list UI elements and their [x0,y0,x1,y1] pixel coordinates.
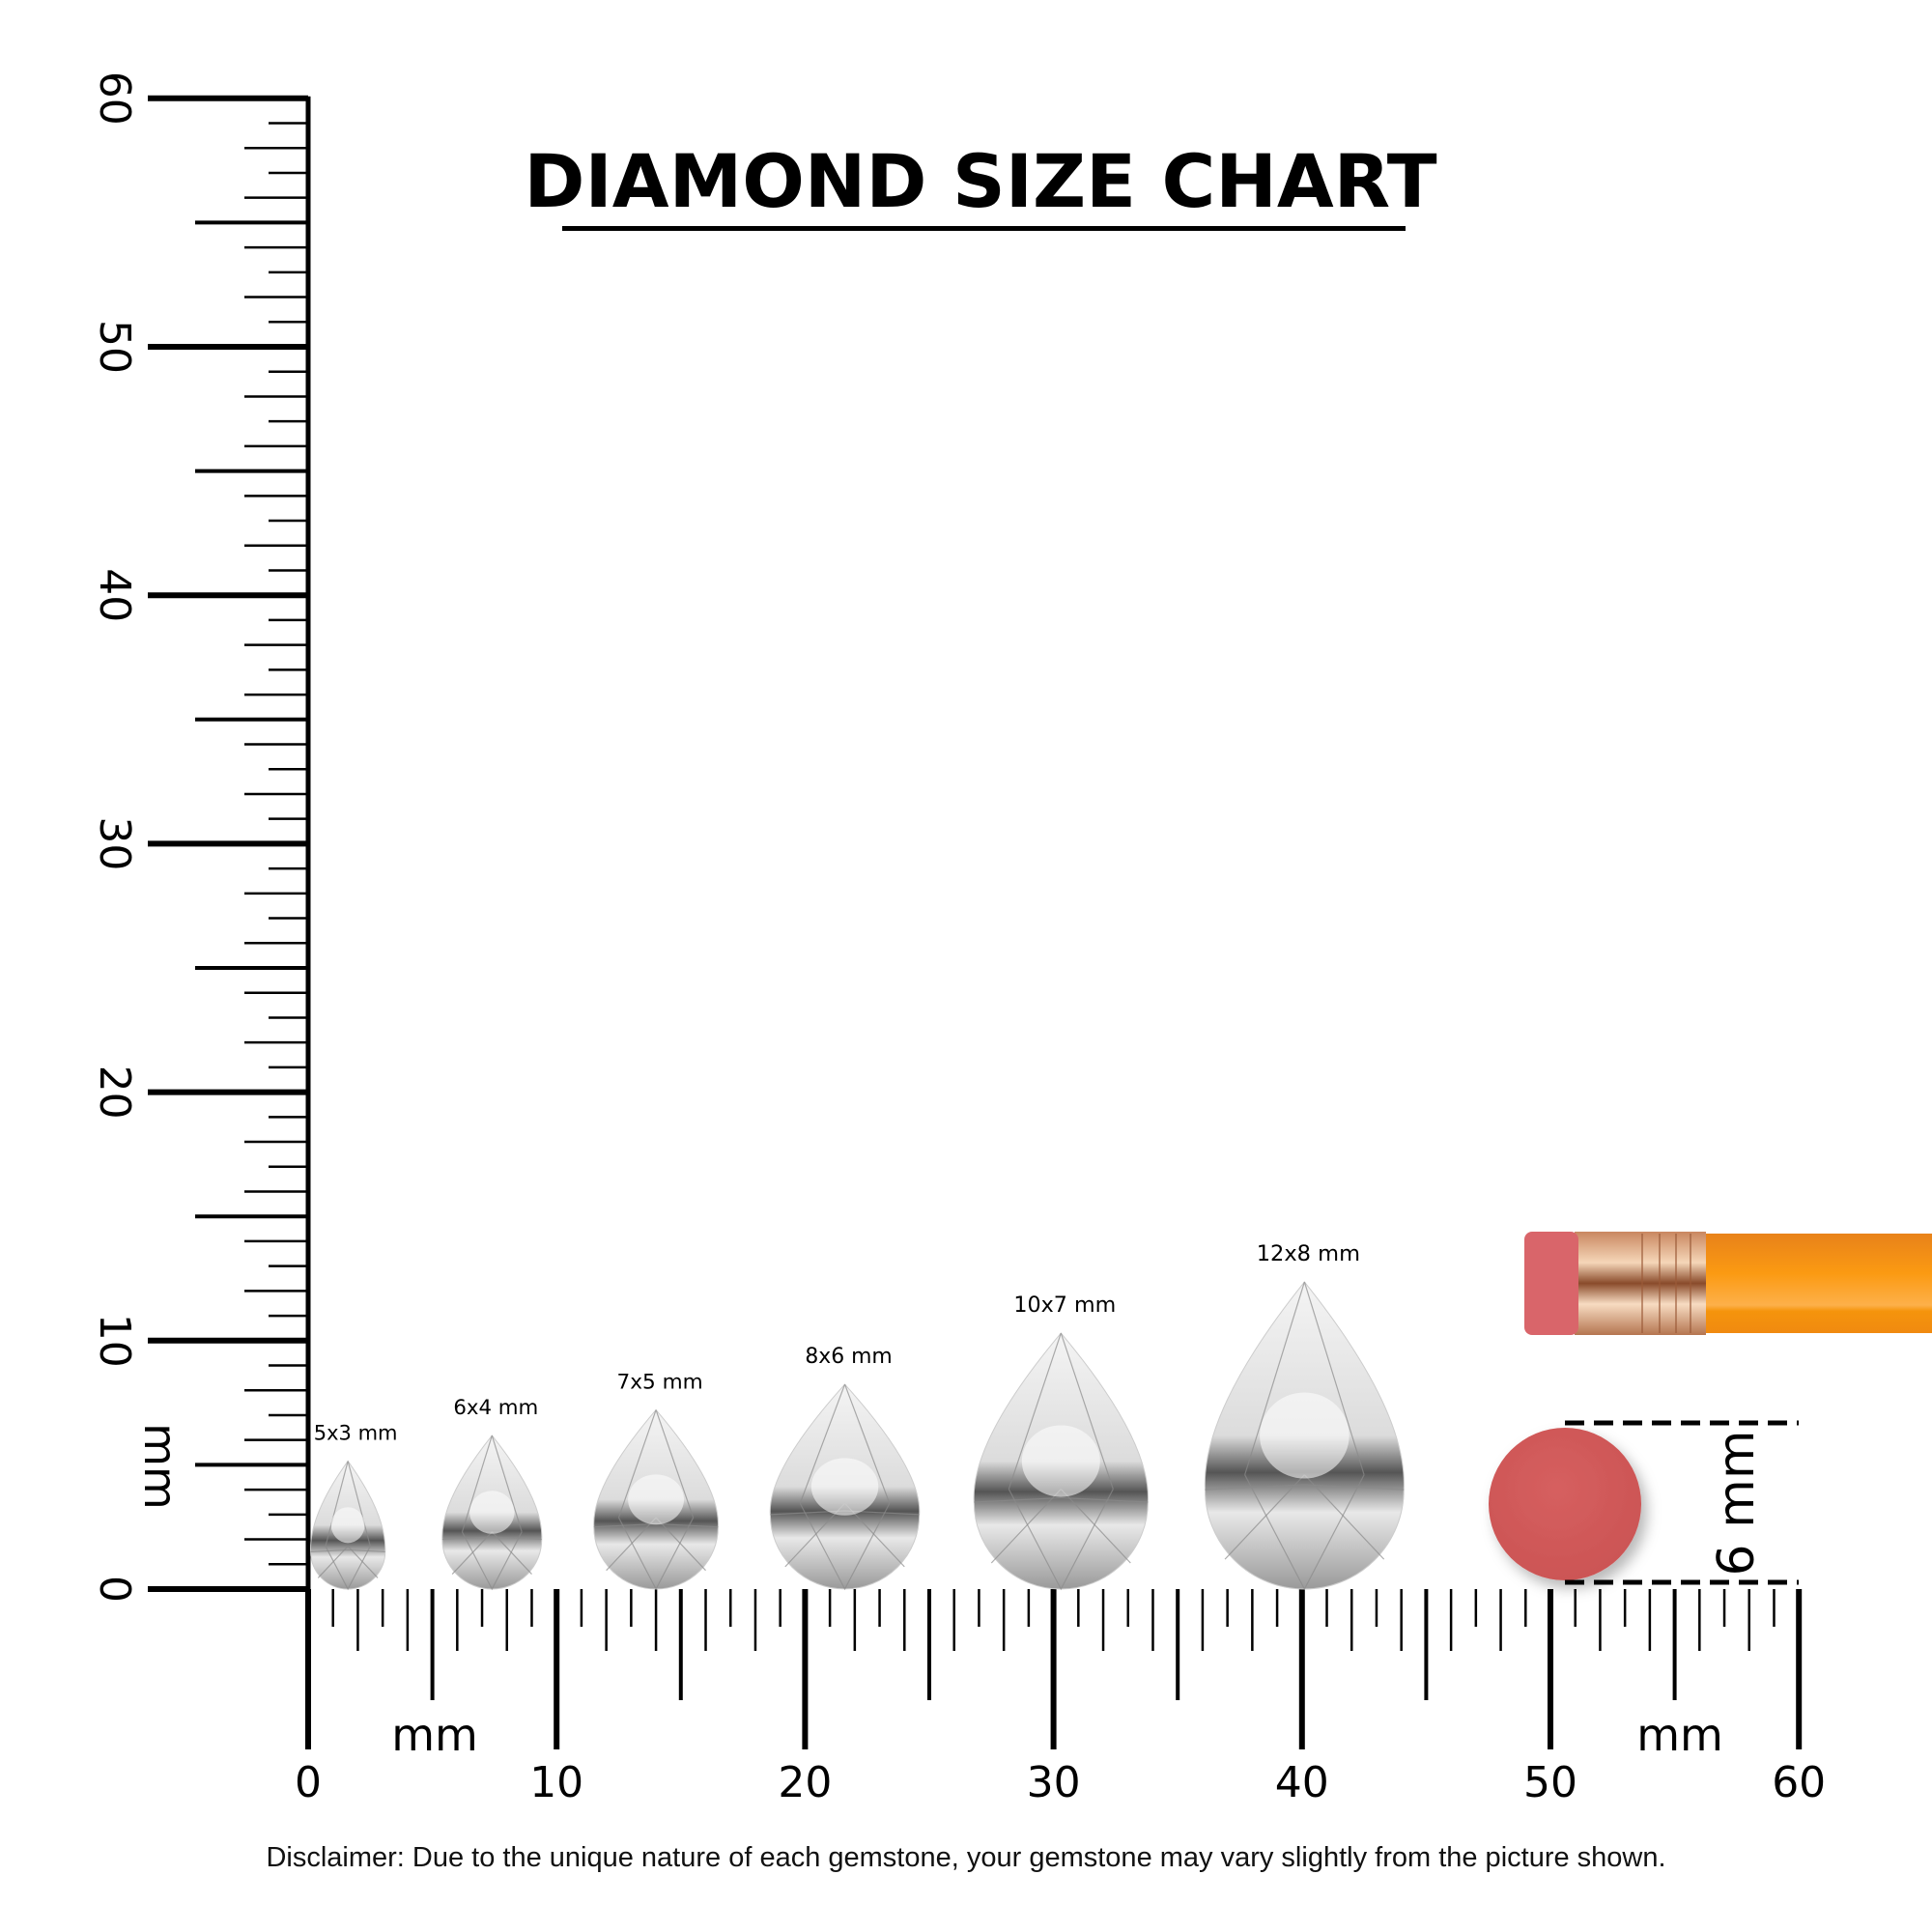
diamond-facet [617,1409,695,1519]
diamond-table-highlight [1021,1425,1100,1497]
diamond-10x7-mm: 10x7 mm [973,1293,1149,1591]
horizontal-tick-label: 60 [1772,1758,1826,1807]
reference-size-label: 6 mm [1708,1431,1766,1577]
diamond-facet [974,1496,1149,1503]
diamond-table-highlight [810,1458,879,1516]
horizontal-unit-label: mm [391,1709,478,1761]
title-underline [562,226,1406,231]
vertical-ruler: 0 10 20 30 40 50 60 [90,71,311,1603]
vertical-tick-label: 40 [90,568,139,622]
diamond-facet [606,1517,706,1572]
diamond-7x5-mm: 7x5 mm [593,1371,719,1591]
diamond-facet [1244,1474,1365,1591]
horizontal-tick-label: 30 [1027,1758,1081,1807]
vertical-tick-label: 20 [90,1065,139,1120]
diamond-facet [990,1489,1131,1564]
pencil-image [1524,1232,1932,1335]
disclaimer-text: Disclaimer: Due to the unique nature of … [266,1842,1665,1873]
vertical-tick-label: 10 [90,1314,139,1368]
pencil-ferrule [1575,1232,1706,1335]
diamond-facet [461,1531,523,1591]
diamond-facet [1008,1489,1114,1591]
diamond-table-highlight [469,1491,515,1534]
vertical-tick-label: 0 [90,1576,139,1603]
diamond-facet [451,1531,532,1575]
pencil-eraser [1524,1232,1578,1335]
diamond-8x6-mm: 8x6 mm [769,1345,921,1591]
diamond-facet [799,1502,891,1591]
page-title: DIAMOND SIZE CHART [524,138,1436,224]
diamond-6x4-mm: 6x4 mm [441,1396,543,1591]
diamond-5x3-mm: 5x3 mm [310,1422,398,1591]
diamond-facet [617,1517,695,1591]
horizontal-tick-label: 40 [1275,1758,1329,1807]
vertical-tick-label: 50 [90,320,139,374]
diamond-facet [317,1546,379,1578]
horizontal-tick-label: 0 [295,1758,322,1807]
diamond-size-label: 5x3 mm [314,1422,398,1445]
vertical-unit-label: mm [134,1423,186,1510]
diamond-row: 5x3 mm 6x4 mm 7x5 mm 8x6 mm 10x7 mm 12x8 mm [310,1241,1405,1591]
horizontal-tick-label: 10 [529,1758,583,1807]
horizontal-ruler: 0 10 20 30 40 50 60 [295,1589,1826,1807]
diamond-12x8-mm: 12x8 mm [1204,1241,1405,1591]
horizontal-tick-label: 50 [1523,1758,1577,1807]
diamond-facet [1224,1474,1385,1560]
diamond-facet [1205,1484,1405,1491]
diamond-facet [1244,1281,1365,1475]
eraser-reference-circle [1489,1428,1641,1580]
vertical-tick-label: 60 [90,71,139,126]
diamond-facet [441,1536,542,1541]
diamond-facet [799,1383,891,1504]
diamond-size-label: 6x4 mm [453,1396,538,1420]
diamond-size-label: 7x5 mm [616,1371,702,1395]
diamond-facet [1008,1332,1114,1490]
horizontal-tick-label: 20 [778,1758,832,1807]
horizontal-unit-label: mm [1636,1709,1723,1761]
diamond-table-highlight [628,1474,685,1525]
diamond-table-highlight [1260,1392,1350,1479]
diamond-size-label: 10x7 mm [1013,1293,1116,1318]
pencil-body [1704,1234,1932,1333]
diamond-size-label: 8x6 mm [805,1345,892,1369]
diamond-size-label: 12x8 mm [1257,1241,1360,1266]
diamond-table-highlight [330,1507,365,1544]
diamond-facet [310,1548,385,1553]
diamond-facet [325,1461,371,1547]
vertical-tick-label: 30 [90,816,139,870]
diamond-facet [325,1546,371,1591]
diamond-facet [461,1435,523,1533]
